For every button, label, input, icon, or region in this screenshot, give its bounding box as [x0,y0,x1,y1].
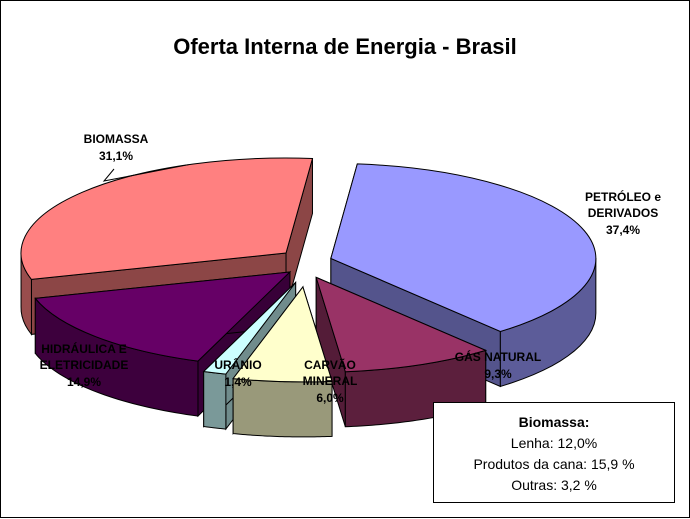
note-row-value: 12,0% [557,435,598,451]
note-row-outras: Outras: 3,2 % [434,475,674,496]
slice-label: CARVÃO MINERAL 6,0% [303,357,358,405]
slice-value-label: 1,4% [224,375,252,389]
pie-slice-top [20,157,314,280]
note-row-value: 15,9 % [590,456,635,472]
note-title: Biomassa: [518,414,590,430]
slice-label: PETRÓLEO e DERIVADOS 37,4% [585,189,661,237]
slice-label-line: URÂNIO [214,357,261,372]
pie-slice [232,285,333,438]
pie-slice-top [315,276,488,373]
pie-labels: PETRÓLEO e DERIVADOS 37,4% GÁS NATURAL 9,3% C… [40,132,662,405]
pie-slice-rim [203,370,227,430]
slice-label-line: CARVÃO [304,357,356,372]
pie-slice-top [202,282,297,375]
note-row-lenha: Lenha: 12,0% [434,433,674,454]
slice-label: HIDRÁULICA E ELETRICIDADE 14,9% [40,341,129,389]
slice-value-label: 31,1% [99,149,133,163]
pie-slice-top [330,163,597,332]
slice-label-line: PETRÓLEO e [585,189,661,204]
slice-label: GÁS NATURAL 9,3% [455,349,541,381]
slice-label-line: ELETRICIDADE [40,358,129,372]
slice-value-label: 9,3% [484,367,512,381]
biomass-note-box: Biomassa: Lenha: 12,0% Produtos da cana:… [433,402,675,503]
slice-label-line: GÁS NATURAL [455,349,541,364]
note-row-value: 3,2 % [560,477,597,493]
pie-slice-top [232,285,333,383]
note-row-label: Produtos da cana: [473,456,588,472]
pie-slice [315,276,488,428]
pie-slice-top [34,271,292,362]
pie-slices [20,157,597,438]
slice-value-label: 14,9% [67,375,101,389]
slice-value-label: 37,4% [606,223,640,237]
slice-value-label: 6,0% [316,391,344,405]
note-row-label: Lenha: [510,435,554,451]
leader-line [102,164,189,182]
slice-label-line: MINERAL [303,374,358,388]
note-row-cana: Produtos da cana: 15,9 % [434,454,674,475]
slice-label-line: DERIVADOS [588,206,658,220]
slice-label: URÂNIO 1,4% [214,357,261,389]
slice-label-line: BIOMASSA [84,132,149,146]
slice-label: BIOMASSA 31,1% [84,132,149,163]
slice-label-line: HIDRÁULICA E [41,341,127,356]
chart-title: Oferta Interna de Energia - Brasil [173,34,517,59]
note-row-label: Outras: [511,477,558,493]
